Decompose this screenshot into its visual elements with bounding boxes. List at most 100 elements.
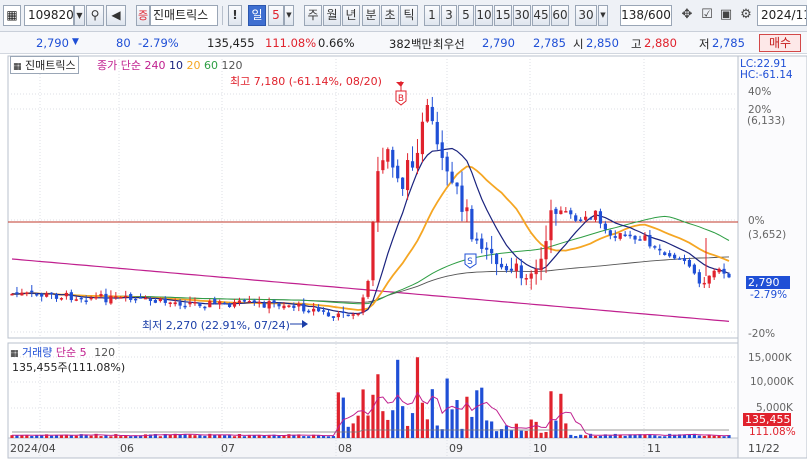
period-month-button[interactable]: 월 (323, 5, 341, 26)
custom-minute-dropdown-icon[interactable]: ▼ (598, 5, 608, 26)
crosshair-icon[interactable]: ✥ (681, 7, 693, 22)
buy-button[interactable]: 매수 (759, 34, 801, 52)
current-pct-label: -2.79% (750, 289, 788, 301)
candle-body (494, 253, 499, 265)
volume-bar (49, 435, 54, 438)
save-icon[interactable]: ▣ (719, 7, 733, 22)
y-label-20: 20% (748, 104, 772, 116)
ma120-legend: 120 (221, 59, 243, 72)
candle-body (59, 298, 64, 300)
period-count-input[interactable]: 5 (268, 5, 284, 26)
volume-bar (114, 434, 118, 438)
volume-bar (707, 434, 711, 438)
x-label-11: 11 (647, 442, 661, 455)
stock-legend[interactable]: ▦ 진매트릭스 (10, 56, 79, 74)
period-count-dropdown-icon[interactable]: ▼ (284, 5, 294, 26)
custom-minute-input[interactable]: 30 (575, 5, 597, 26)
minute-15-button[interactable]: 15 (494, 5, 512, 26)
volume-bar (529, 419, 533, 438)
candle-body (430, 106, 434, 122)
speaker-icon[interactable]: ◀ (106, 5, 126, 26)
volume-bar (460, 428, 464, 438)
price-chart[interactable]: BS (0, 54, 807, 461)
page-counter: 138/600 (620, 5, 672, 26)
code-dropdown-arrow-icon[interactable]: ▼ (74, 5, 85, 26)
period-year-button[interactable]: 년 (342, 5, 360, 26)
alert-icon[interactable]: ! (228, 5, 242, 26)
low-label: 저 (699, 37, 710, 51)
minute-45-button[interactable]: 45 (532, 5, 550, 26)
volume-bar (282, 435, 286, 438)
volume-bar (99, 436, 103, 438)
volume-bar (450, 409, 454, 438)
period-tick-button[interactable]: 틱 (400, 5, 418, 26)
minute-60-button[interactable]: 60 (551, 5, 569, 26)
volume-bar (405, 425, 410, 438)
volume-bar (208, 433, 212, 438)
period-day-button[interactable]: 일 (248, 5, 266, 26)
volume-bar (316, 435, 321, 438)
candle-body (104, 293, 108, 303)
stock-code-input[interactable]: 109820 (24, 5, 74, 26)
volume-bar (183, 434, 187, 438)
ma-legend-label: 종가 단순 (97, 59, 141, 72)
ma10-legend: 10 (168, 59, 183, 72)
candle-body (569, 210, 573, 215)
markers: BS (290, 81, 707, 328)
minute-30-button[interactable]: 30 (513, 5, 531, 26)
candle-body (20, 292, 24, 296)
y-label-0: 0% (748, 215, 765, 227)
minute-5-button[interactable]: 5 (458, 5, 474, 26)
minute-3-button[interactable]: 3 (441, 5, 457, 26)
candle-body (15, 292, 19, 295)
candle-body (302, 303, 306, 312)
volume-ma-label: 단순 5 (55, 346, 87, 359)
candle-body (213, 299, 217, 304)
chart-menu-icon[interactable]: ▦ (3, 5, 21, 26)
candle-body (203, 306, 207, 309)
volume-bar (598, 435, 603, 438)
volume-grid-icon: ▦ (10, 349, 19, 359)
volume-ma120-line (12, 429, 729, 433)
candle-body (158, 298, 162, 302)
checkbox-icon[interactable]: ☑ (701, 7, 713, 22)
candle-body (64, 292, 68, 297)
volume-bar (351, 423, 355, 438)
x-label-09: 09 (449, 442, 463, 455)
ma240-legend: 240 (144, 59, 166, 72)
volume-bar (153, 434, 157, 438)
ma20-legend: 20 (186, 59, 201, 72)
search-icon[interactable]: ⚲ (86, 5, 104, 26)
stock-name-field[interactable]: 진매트릭스 (150, 5, 218, 26)
volume-bar (727, 435, 731, 438)
volume-bar (386, 419, 390, 438)
candle-body (134, 298, 138, 301)
volume-bar (717, 435, 721, 438)
volume-bar (509, 430, 514, 438)
minute-10-button[interactable]: 10 (475, 5, 493, 26)
period-minute-button[interactable]: 분 (362, 5, 380, 26)
volume-bar (168, 434, 172, 438)
date-input[interactable]: 2024/11/ (757, 5, 807, 26)
period-second-button[interactable]: 초 (381, 5, 399, 26)
volume-bar (539, 432, 543, 438)
volume-bar (138, 435, 143, 438)
minute-1-button[interactable]: 1 (424, 5, 440, 26)
current-volume-pct: 111.08% (749, 426, 796, 438)
period-week-button[interactable]: 주 (304, 5, 322, 26)
candle-body (643, 235, 647, 241)
volume-bar (618, 434, 622, 438)
volume-bar (312, 434, 316, 438)
candle-body (524, 278, 528, 280)
candle-body (668, 253, 672, 257)
candle-body (603, 223, 607, 230)
candle-body (366, 280, 370, 297)
volume-bar (673, 434, 677, 438)
volume-bar (628, 434, 632, 438)
gear-icon[interactable]: ⚙ (740, 7, 752, 22)
candle-body (544, 241, 548, 260)
candle-body (722, 268, 726, 274)
x-axis-frame (7, 437, 739, 459)
candle-body (282, 305, 286, 309)
volume-bar (544, 432, 548, 438)
